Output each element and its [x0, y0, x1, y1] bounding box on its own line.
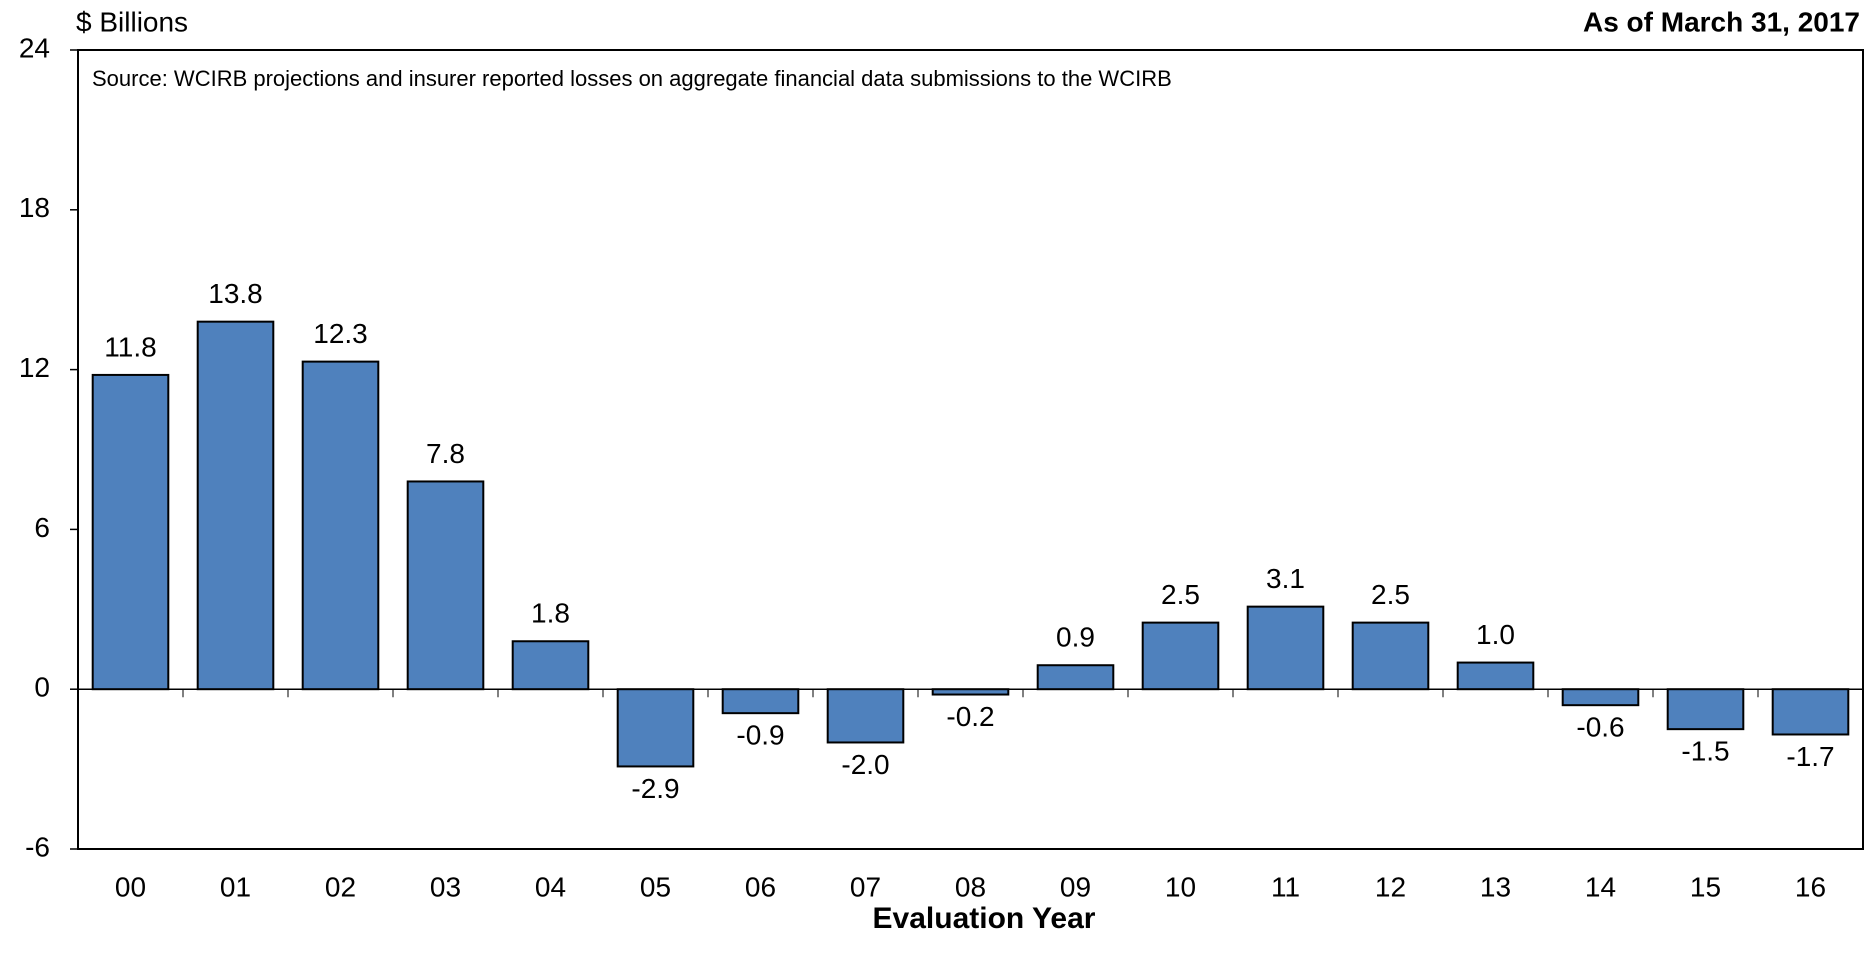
- value-label: 12.3: [313, 318, 368, 349]
- x-tick-label: 11: [1271, 871, 1300, 902]
- bar: [1141, 621, 1220, 691]
- x-tick-label: 13: [1480, 871, 1511, 902]
- x-tick-label: 02: [325, 871, 356, 902]
- bar: [1561, 688, 1640, 707]
- bar: [721, 688, 800, 715]
- bar: [1771, 688, 1850, 736]
- value-label: -0.6: [1576, 712, 1624, 743]
- x-tick-label: 14: [1585, 871, 1616, 902]
- value-label: 2.5: [1371, 579, 1410, 610]
- x-tick-label: 06: [745, 871, 776, 902]
- annotation: Source: WCIRB projections and insurer re…: [92, 66, 1172, 91]
- value-label: 0.9: [1056, 622, 1095, 653]
- x-tick-label: 00: [115, 871, 146, 902]
- value-label: -1.7: [1786, 741, 1834, 772]
- x-tick-label: 07: [850, 871, 881, 902]
- value-label: -1.5: [1681, 736, 1729, 767]
- value-label: 1.8: [531, 598, 570, 629]
- value-label: 1.0: [1476, 619, 1515, 650]
- y-tick-label: -6: [25, 831, 50, 862]
- bar: [91, 373, 170, 691]
- y-axis-label: $ Billions: [76, 6, 188, 37]
- y-tick-label: 24: [19, 32, 50, 63]
- x-tick-label: 08: [955, 871, 986, 902]
- x-tick-label: 12: [1375, 871, 1406, 902]
- bar: [1351, 621, 1430, 691]
- plot-frame: [77, 49, 1864, 850]
- value-label: -0.9: [736, 720, 784, 751]
- bar: [1666, 688, 1745, 731]
- value-label: -2.0: [841, 749, 889, 780]
- y-tick-label: 6: [34, 512, 50, 543]
- bar: [406, 480, 485, 691]
- bar: [196, 320, 275, 691]
- value-label: 2.5: [1161, 579, 1200, 610]
- bar: [616, 688, 695, 768]
- x-tick-label: 04: [535, 871, 566, 902]
- value-label: 7.8: [426, 438, 465, 469]
- x-tick-label: 16: [1795, 871, 1826, 902]
- subtitle: As of March 31, 2017: [1583, 6, 1860, 37]
- bar: [1246, 605, 1325, 691]
- value-label: 11.8: [104, 331, 156, 362]
- x-tick-label: 05: [640, 871, 671, 902]
- bar: [301, 360, 380, 691]
- x-tick-label: 10: [1165, 871, 1196, 902]
- bar: [1036, 664, 1115, 691]
- x-tick-label: 03: [430, 871, 461, 902]
- value-label: -0.2: [946, 701, 994, 732]
- y-tick-label: 18: [19, 192, 50, 223]
- bar: [826, 688, 905, 744]
- x-tick-label: 09: [1060, 871, 1091, 902]
- x-tick-label: 15: [1690, 871, 1721, 902]
- bar: [1456, 661, 1535, 691]
- x-tick-label: 01: [220, 871, 251, 902]
- value-label: 3.1: [1266, 563, 1305, 594]
- x-axis-label: Evaluation Year: [873, 902, 1096, 935]
- y-tick-label: 12: [19, 352, 50, 383]
- bar: [511, 640, 590, 691]
- value-label: -2.9: [631, 773, 679, 804]
- value-label: 13.8: [208, 278, 263, 309]
- bar: [931, 688, 1010, 696]
- y-tick-label: 0: [34, 672, 50, 703]
